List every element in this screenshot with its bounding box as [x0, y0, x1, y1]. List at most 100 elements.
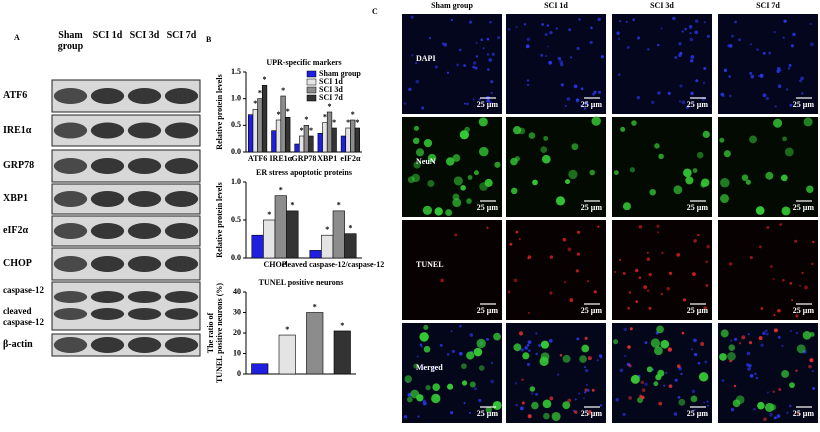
cell [526, 79, 530, 82]
blot-band [127, 191, 162, 207]
chart-title: TUNEL positive neurons [259, 278, 344, 287]
y-tick-label: 0 [237, 369, 241, 378]
blot-band [90, 256, 125, 272]
cell [404, 375, 413, 383]
cell [728, 262, 733, 266]
cell [488, 58, 492, 62]
cell [692, 168, 698, 173]
bar [252, 109, 258, 153]
significance-mark: * [325, 225, 329, 234]
cell [549, 255, 554, 259]
cell [738, 342, 742, 345]
blot-band [53, 337, 88, 353]
cell [772, 390, 776, 394]
cell [486, 53, 490, 56]
legend-label: SCI 7d [319, 93, 343, 102]
scale-bar-label: 25 μm [477, 306, 499, 315]
cell [583, 366, 586, 369]
cell [781, 370, 790, 378]
cell [635, 268, 639, 273]
cell [627, 345, 631, 349]
cell [581, 344, 590, 353]
bar [263, 219, 276, 259]
cell [796, 344, 806, 354]
bar [261, 85, 268, 153]
blot-band [164, 256, 199, 272]
bar [271, 130, 277, 153]
scale-bar-label: 25 μm [793, 409, 815, 418]
cell [446, 352, 450, 356]
cell [693, 239, 697, 243]
y-axis-label: Relative protein levels [215, 74, 224, 149]
cell [434, 207, 443, 216]
cell [747, 367, 751, 371]
image-row-label: DAPI [416, 54, 436, 63]
cell [615, 398, 619, 402]
significance-mark: * [279, 186, 283, 195]
cell [756, 48, 759, 51]
cell [528, 349, 531, 353]
significance-mark: * [323, 112, 327, 121]
bar [322, 122, 328, 153]
cell [613, 170, 619, 176]
cell [583, 107, 587, 110]
cell [799, 284, 801, 287]
cell [452, 198, 462, 208]
significance-mark: * [351, 110, 355, 119]
cell [422, 205, 433, 215]
cell [723, 68, 728, 73]
cell [734, 337, 738, 341]
blot-band [164, 337, 199, 353]
cell [768, 51, 772, 55]
significance-mark: * [290, 201, 294, 210]
cell [526, 37, 531, 42]
cell [432, 383, 441, 391]
cell [493, 332, 501, 341]
cell [452, 154, 461, 162]
cell [684, 27, 687, 31]
bar [331, 127, 337, 153]
cell [599, 404, 603, 407]
image-row-label: Merged [416, 363, 443, 372]
cell [518, 237, 521, 241]
bar [332, 210, 345, 259]
cell [510, 187, 518, 195]
cell [727, 44, 731, 48]
scale-bar-label: 25 μm [581, 203, 603, 212]
cell [730, 407, 735, 412]
cell [774, 105, 777, 108]
cell [695, 19, 699, 23]
cell [454, 233, 458, 237]
scale-bar-label: 25 μm [687, 203, 709, 212]
cell [407, 176, 415, 184]
cell [622, 272, 626, 275]
y-tick-label: 30 [233, 307, 241, 316]
cell [474, 66, 478, 70]
cell [668, 271, 673, 275]
cell [782, 279, 785, 282]
cell [590, 26, 593, 30]
cell [546, 45, 549, 48]
cell [555, 196, 566, 206]
cell [798, 79, 802, 83]
scale-bar-label: 25 μm [477, 409, 499, 418]
scale-bar-label: 25 μm [477, 203, 499, 212]
cell [795, 314, 799, 318]
bar [340, 135, 347, 153]
scale-bar-label: 25 μm [793, 100, 815, 109]
cell [566, 97, 571, 101]
blot-band [53, 122, 88, 139]
cell [789, 382, 795, 389]
cell [692, 272, 696, 276]
cell [628, 395, 633, 400]
bar [326, 111, 333, 153]
cell [754, 372, 757, 375]
bar [354, 127, 360, 153]
cell [423, 345, 431, 353]
cell [431, 366, 436, 370]
blot-band [164, 158, 199, 174]
cell [749, 373, 754, 378]
cell [748, 341, 753, 345]
blot-strip [51, 281, 201, 331]
cell [657, 91, 661, 95]
